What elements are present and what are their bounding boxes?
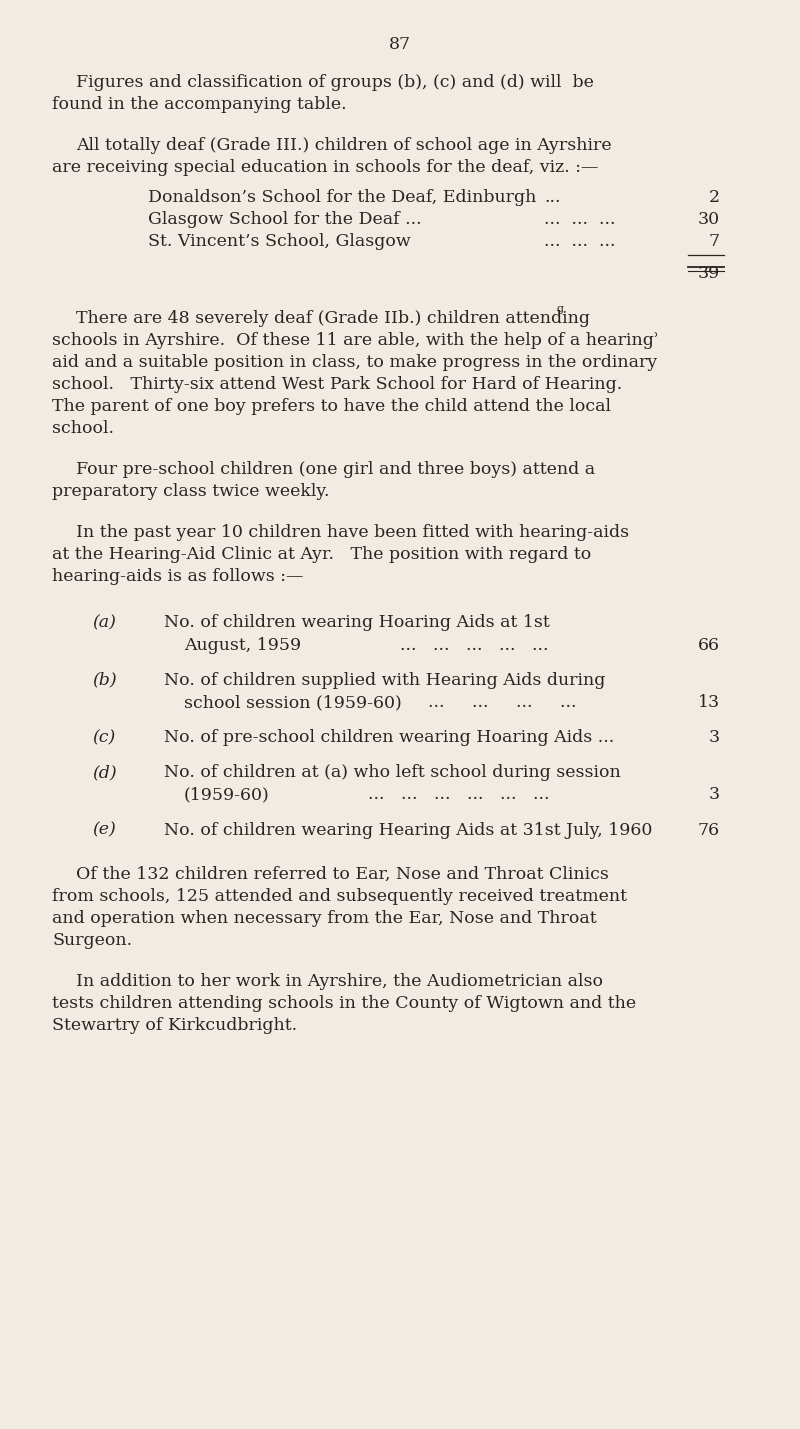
Text: at the Hearing-Aid Clinic at Ayr.   The position with regard to: at the Hearing-Aid Clinic at Ayr. The po… bbox=[52, 546, 591, 563]
Text: from schools, 125 attended and subsequently received treatment: from schools, 125 attended and subsequen… bbox=[52, 887, 627, 905]
Text: August, 1959: August, 1959 bbox=[184, 636, 301, 653]
Text: The parent of one boy prefers to have the child attend the local: The parent of one boy prefers to have th… bbox=[52, 399, 611, 414]
Text: Glasgow School for the Deaf ...: Glasgow School for the Deaf ... bbox=[148, 210, 422, 227]
Text: ...  ...  ...: ... ... ... bbox=[544, 210, 615, 227]
Text: school.   Thirty-six attend West Park School for Hard of Hearing.: school. Thirty-six attend West Park Scho… bbox=[52, 376, 622, 393]
Text: Four pre-school children (one girl and three boys) attend a: Four pre-school children (one girl and t… bbox=[76, 462, 595, 477]
Text: 3: 3 bbox=[709, 729, 720, 746]
Text: hearing-aids is as follows :—: hearing-aids is as follows :— bbox=[52, 569, 303, 584]
Text: preparatory class twice weekly.: preparatory class twice weekly. bbox=[52, 483, 330, 500]
Text: (e): (e) bbox=[92, 822, 116, 839]
Text: There are 48 severely deaf (Grade IIb.) children attending: There are 48 severely deaf (Grade IIb.) … bbox=[76, 310, 590, 326]
Text: (c): (c) bbox=[92, 729, 115, 746]
Text: No. of children wearing Hoaring Aids at 1st: No. of children wearing Hoaring Aids at … bbox=[164, 614, 550, 632]
Text: school session (1959-60): school session (1959-60) bbox=[184, 694, 402, 710]
Text: No. of children supplied with Hearing Aids during: No. of children supplied with Hearing Ai… bbox=[164, 672, 606, 689]
Text: St. Vincent’s School, Glasgow: St. Vincent’s School, Glasgow bbox=[148, 233, 410, 250]
Text: Stewartry of Kirkcudbright.: Stewartry of Kirkcudbright. bbox=[52, 1017, 297, 1035]
Text: No. of children wearing Hearing Aids at 31st July, 1960: No. of children wearing Hearing Aids at … bbox=[164, 822, 652, 839]
Text: are receiving special education in schools for the deaf, viz. :—: are receiving special education in schoo… bbox=[52, 160, 598, 176]
Text: ...  ...  ...: ... ... ... bbox=[544, 233, 615, 250]
Text: g: g bbox=[557, 304, 564, 314]
Text: found in the accompanying table.: found in the accompanying table. bbox=[52, 97, 346, 113]
Text: No. of children at (a) who left school during session: No. of children at (a) who left school d… bbox=[164, 765, 621, 782]
Text: 13: 13 bbox=[698, 694, 720, 710]
Text: ...: ... bbox=[544, 189, 561, 206]
Text: (b): (b) bbox=[92, 672, 117, 689]
Text: All totally deaf (Grade III.) children of school age in Ayrshire: All totally deaf (Grade III.) children o… bbox=[76, 137, 612, 154]
Text: school.: school. bbox=[52, 420, 114, 437]
Text: 3: 3 bbox=[709, 786, 720, 803]
Text: 76: 76 bbox=[698, 822, 720, 839]
Text: tests children attending schools in the County of Wigtown and the: tests children attending schools in the … bbox=[52, 995, 636, 1012]
Text: Of the 132 children referred to Ear, Nose and Throat Clinics: Of the 132 children referred to Ear, Nos… bbox=[76, 866, 609, 883]
Text: 30: 30 bbox=[698, 210, 720, 227]
Text: (a): (a) bbox=[92, 614, 116, 632]
Text: and operation when necessary from the Ear, Nose and Throat: and operation when necessary from the Ea… bbox=[52, 910, 597, 927]
Text: 66: 66 bbox=[698, 636, 720, 653]
Text: 2: 2 bbox=[709, 189, 720, 206]
Text: aid and a suitable position in class, to make progress in the ordinary: aid and a suitable position in class, to… bbox=[52, 354, 658, 370]
Text: 7: 7 bbox=[709, 233, 720, 250]
Text: (1959-60): (1959-60) bbox=[184, 786, 270, 803]
Text: In the past year 10 children have been fitted with hearing-aids: In the past year 10 children have been f… bbox=[76, 524, 629, 540]
Text: (d): (d) bbox=[92, 765, 117, 782]
Text: ...     ...     ...     ...: ... ... ... ... bbox=[428, 694, 577, 710]
Text: 87: 87 bbox=[389, 36, 411, 53]
Text: schools in Ayrshire.  Of these 11 are able, with the help of a hearingʾ: schools in Ayrshire. Of these 11 are abl… bbox=[52, 332, 659, 349]
Text: Surgeon.: Surgeon. bbox=[52, 932, 132, 949]
Text: No. of pre-school children wearing Hoaring Aids ...: No. of pre-school children wearing Hoari… bbox=[164, 729, 614, 746]
Text: ...   ...   ...   ...   ...   ...: ... ... ... ... ... ... bbox=[368, 786, 550, 803]
Text: ...   ...   ...   ...   ...: ... ... ... ... ... bbox=[400, 636, 549, 653]
Text: In addition to her work in Ayrshire, the Audiometrician also: In addition to her work in Ayrshire, the… bbox=[76, 973, 603, 990]
Text: Donaldson’s School for the Deaf, Edinburgh: Donaldson’s School for the Deaf, Edinbur… bbox=[148, 189, 536, 206]
Text: 39: 39 bbox=[698, 264, 720, 282]
Text: Figures and classification of groups (b), (c) and (d) will  be: Figures and classification of groups (b)… bbox=[76, 74, 594, 91]
